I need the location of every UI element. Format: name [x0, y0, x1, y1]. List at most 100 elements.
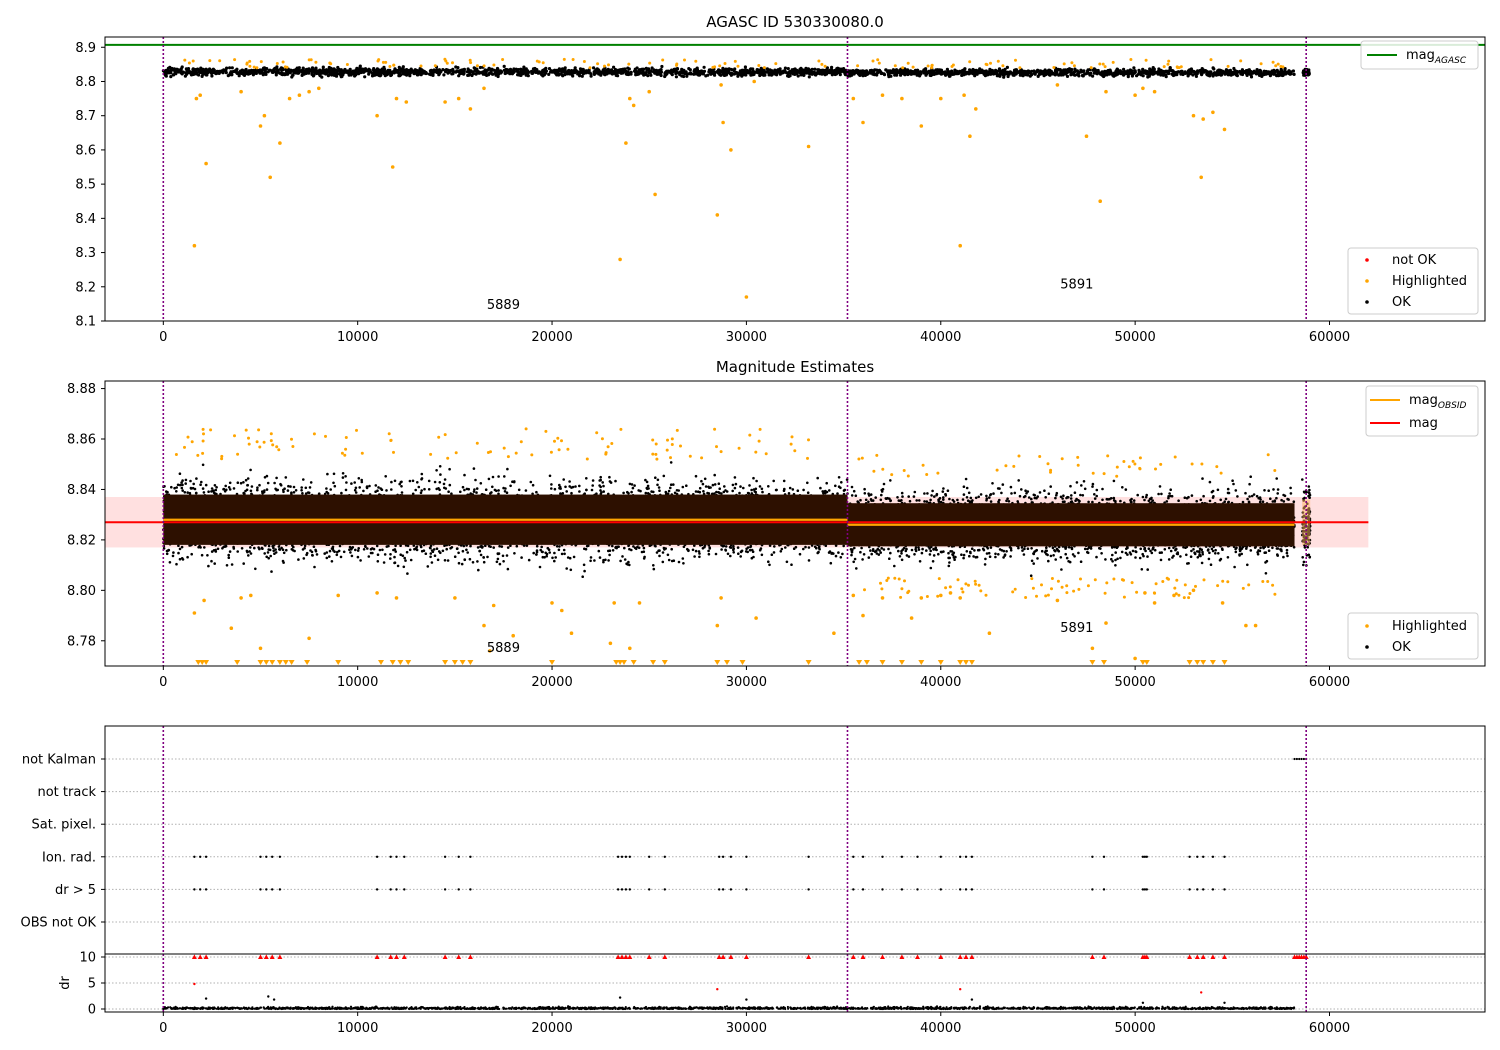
ok-point [384, 475, 388, 478]
highlighted-point [1101, 62, 1105, 66]
ok-point [746, 70, 750, 75]
ok-point [783, 66, 788, 70]
ok-point [646, 484, 650, 488]
y-tick-label: 8.5 [75, 178, 96, 193]
ok-point [1005, 65, 1010, 69]
highlighted-point [984, 62, 988, 66]
highlighted-point [275, 62, 279, 65]
ok-point [1079, 69, 1083, 73]
ok-point [598, 70, 603, 74]
panel-title: Magnitude Estimates [716, 358, 874, 376]
ok-point [929, 69, 933, 73]
highlighted-point [823, 64, 827, 68]
ok-point [515, 544, 519, 548]
ok-point [394, 544, 397, 548]
ok-point [514, 67, 518, 71]
ok-point [680, 67, 684, 71]
ok-point [522, 71, 526, 75]
ok-point [290, 75, 294, 79]
ok-point [497, 489, 500, 492]
ok-point [569, 568, 573, 572]
highlighted-point [456, 96, 461, 101]
plot-area [105, 37, 1485, 321]
highlighted-point [1144, 58, 1148, 62]
y-tick-label: 8.3 [75, 246, 96, 261]
highlighted-point [258, 124, 263, 128]
highlighted-point [307, 89, 311, 94]
ok-point [1032, 71, 1037, 76]
ok-point [562, 478, 565, 481]
ok-point [186, 491, 189, 494]
ok-point [1240, 68, 1244, 72]
ok-point [565, 490, 568, 493]
ok-point [860, 70, 864, 74]
ok-point [1268, 71, 1272, 75]
ok-point [614, 70, 619, 74]
highlighted-point [482, 86, 486, 91]
ok-point [1224, 70, 1228, 74]
ok-point [403, 556, 407, 560]
ok-point [813, 71, 817, 75]
ok-point [609, 68, 614, 72]
ok-point [872, 72, 876, 76]
highlighted-point [624, 141, 628, 145]
ok-point [386, 71, 390, 75]
ok-point [437, 71, 442, 75]
ok-point [292, 491, 296, 494]
ok-point [227, 556, 231, 559]
ok-point [758, 73, 762, 78]
ok-point [491, 475, 495, 479]
ok-point [778, 67, 782, 71]
ok-point [1159, 73, 1163, 77]
ok-point [334, 74, 339, 78]
ok-point [320, 71, 324, 75]
ok-point [443, 70, 448, 74]
ok-point [1217, 71, 1221, 75]
y-tick-label: 8.6 [75, 143, 96, 158]
highlighted-point [719, 83, 723, 87]
ok-point [534, 70, 538, 74]
ok-point [1211, 66, 1215, 70]
ok-point [481, 70, 485, 74]
ok-point [168, 65, 172, 69]
ok-point [621, 555, 624, 558]
highlighted-point [255, 66, 259, 70]
ok-point [348, 72, 352, 76]
ok-point [658, 554, 661, 558]
ok-point [428, 72, 432, 76]
highlighted-point [571, 58, 575, 61]
ok-point [190, 552, 193, 556]
ok-point [502, 64, 506, 68]
ok-point [667, 489, 671, 493]
ok-point [367, 67, 371, 71]
ok-point [1119, 72, 1123, 76]
ok-point [1211, 72, 1215, 76]
ok-point [599, 475, 602, 479]
highlighted-point [752, 79, 756, 84]
ok-point [354, 548, 357, 552]
ok-point [494, 69, 498, 73]
ok-point [1306, 73, 1310, 77]
ok-point [1170, 68, 1174, 73]
ok-point [766, 69, 771, 73]
ok-point [362, 548, 366, 551]
ok-point [423, 487, 426, 491]
ok-point [717, 68, 721, 72]
ok-point [799, 72, 803, 77]
highlighted-point [451, 61, 454, 65]
ok-point [244, 67, 248, 72]
ok-point [321, 65, 325, 69]
ok-point [268, 548, 272, 552]
x-tick-label: 40000 [920, 330, 961, 345]
ok-point [1196, 69, 1200, 73]
highlighted-point [582, 60, 586, 63]
ok-point [228, 66, 232, 70]
ok-point [376, 560, 380, 563]
ok-point [693, 555, 696, 558]
ok-point [428, 69, 432, 73]
ok-point [713, 73, 717, 77]
highlighted-point [653, 192, 657, 197]
ok-point [363, 69, 367, 73]
ok-point [461, 485, 465, 489]
ok-point [200, 67, 204, 71]
